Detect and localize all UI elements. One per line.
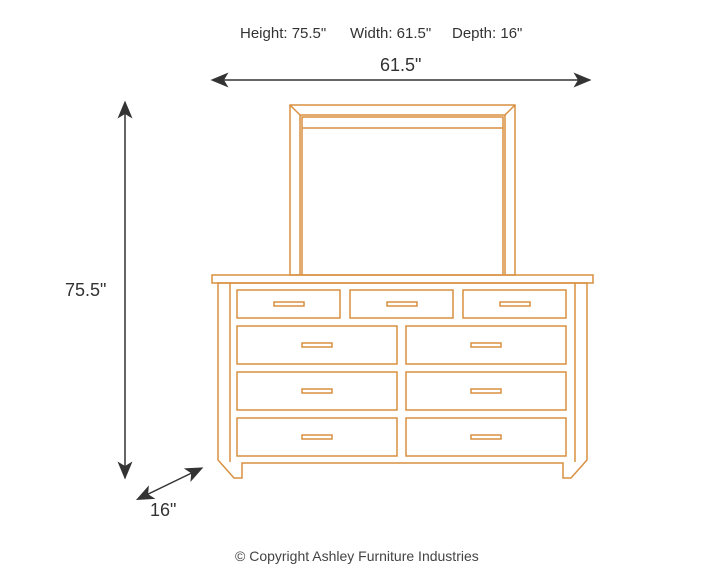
furniture-diagram	[0, 0, 720, 576]
drawer-b4	[406, 372, 566, 410]
drawer-top-3	[463, 290, 566, 318]
drawer-top-1	[237, 290, 340, 318]
drawer-b1	[237, 326, 397, 364]
mirror-frame	[290, 105, 515, 275]
depth-arrow	[140, 468, 202, 498]
mirror-inner	[302, 117, 503, 275]
dresser-body	[218, 283, 587, 478]
drawer-b6	[406, 418, 566, 456]
drawer-top-2	[350, 290, 453, 318]
drawer-b3	[237, 372, 397, 410]
furniture-outline	[212, 105, 593, 478]
drawer-b2	[406, 326, 566, 364]
dresser-top	[212, 275, 593, 283]
drawer-b5	[237, 418, 397, 456]
